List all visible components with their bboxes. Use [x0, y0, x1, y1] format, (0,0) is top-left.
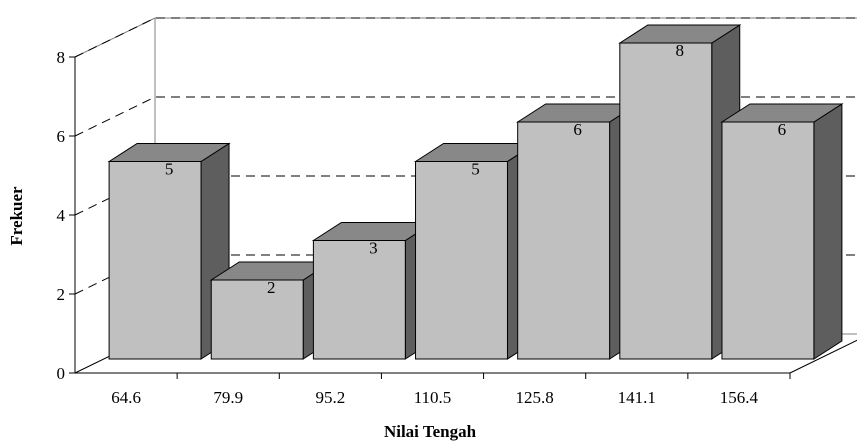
bar-front-face: [721, 121, 815, 360]
data-label: 3: [369, 239, 378, 258]
data-label: 6: [573, 120, 582, 139]
x-tick-label: 110.5: [414, 388, 452, 407]
data-label: 6: [778, 120, 787, 139]
y-axis-title: Frekuer: [7, 186, 26, 246]
bar-front-face: [312, 240, 406, 360]
y-tick-label: 4: [57, 206, 66, 225]
bars: [107, 24, 844, 360]
bar-side-face: [813, 103, 843, 360]
bar-front-face: [210, 279, 304, 360]
bar: [720, 103, 844, 360]
y-tick-label: 2: [57, 285, 66, 304]
bar-front-face: [517, 121, 611, 360]
x-tick-label: 95.2: [315, 388, 345, 407]
axes: [69, 56, 857, 379]
data-labels: 5 2 3 5 6 8 6: [165, 41, 786, 297]
data-label: 8: [676, 41, 685, 60]
data-label: 5: [165, 160, 174, 179]
data-label: 5: [471, 160, 480, 179]
bar-front-face: [108, 161, 202, 360]
y-tick-label: 0: [57, 364, 66, 383]
y-tick-labels: 0 2 4 6 8: [57, 48, 66, 383]
bar-front-face: [619, 42, 713, 360]
x-tick-label: 141.1: [618, 388, 656, 407]
x-axis-title: Nilai Tengah: [384, 422, 477, 441]
data-label: 2: [267, 278, 276, 297]
bar-front-face: [415, 161, 508, 360]
top-depth-edge: [74, 17, 156, 58]
x-tick-label: 64.6: [111, 388, 141, 407]
x-tick-label: 79.9: [213, 388, 243, 407]
y-tick-label: 8: [57, 48, 66, 67]
y-tick-label: 6: [57, 127, 66, 146]
x-tick-label: 156.4: [720, 388, 759, 407]
x-tick-label: 125.8: [516, 388, 554, 407]
x-tick-labels: 64.6 79.9 95.2 110.5 125.8 141.1 156.4: [111, 388, 758, 407]
